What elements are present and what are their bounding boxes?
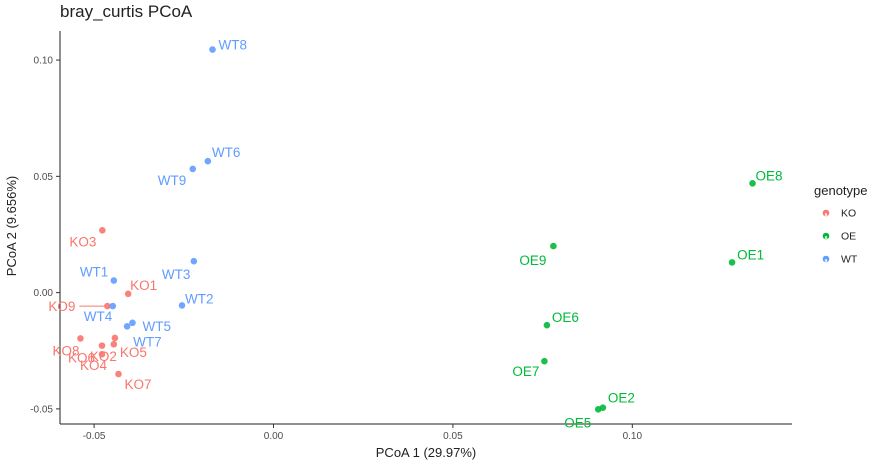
point-ko2 — [110, 340, 118, 348]
point-ko6 — [98, 342, 106, 349]
legend-label-ko: KO — [841, 208, 856, 220]
point-ko5 — [111, 334, 119, 342]
point-ko1 — [124, 290, 132, 298]
point-wt3 — [190, 257, 198, 265]
label-wt5: WT5 — [142, 319, 171, 334]
label-ko3: KO3 — [69, 234, 96, 249]
point-oe9 — [550, 242, 557, 250]
y-tick-label: 0.10 — [34, 56, 54, 67]
point-oe8 — [749, 180, 756, 187]
legend-key-ko — [822, 209, 830, 217]
point-wt1 — [110, 277, 118, 284]
x-tick-label: -0.05 — [83, 431, 106, 442]
label-ko9: KO9 — [48, 299, 75, 314]
label-ko8: KO8 — [52, 343, 79, 358]
legend: genotype a KO a OE a WT — [814, 183, 868, 266]
x-axis-title: PCoA 1 (29.97%) — [376, 445, 476, 460]
label-wt9: WT9 — [158, 173, 187, 188]
label-wt2: WT2 — [185, 291, 214, 306]
label-oe2: OE2 — [608, 391, 635, 406]
label-wt1: WT1 — [80, 265, 109, 280]
y-axis-title: PCoA 2 (9.656%) — [4, 176, 19, 276]
point-oe7 — [541, 357, 548, 365]
label-wt7: WT7 — [133, 334, 162, 349]
label-oe9: OE9 — [519, 253, 546, 268]
label-wt8: WT8 — [219, 38, 248, 53]
label-wt4: WT4 — [84, 309, 113, 324]
label-oe8: OE8 — [756, 168, 783, 183]
y-tick-label: 0.05 — [34, 172, 54, 183]
point-ko9 — [104, 302, 111, 310]
point-oe1 — [728, 259, 736, 266]
x-tick-label: 0.05 — [443, 431, 463, 442]
label-oe7: OE7 — [512, 364, 539, 379]
point-oe6 — [543, 321, 551, 329]
label-oe5: OE5 — [564, 415, 591, 430]
label-ko7: KO7 — [124, 377, 151, 392]
point-ko7 — [115, 370, 122, 378]
point-wt6 — [204, 157, 212, 165]
legend-title: genotype — [814, 183, 868, 198]
legend-key-glyph: a — [825, 212, 828, 218]
point-wt2 — [178, 302, 186, 309]
label-oe6: OE6 — [552, 310, 579, 325]
label-ko2: KO2 — [90, 349, 117, 364]
label-wt3: WT3 — [162, 267, 191, 282]
point-wt7 — [123, 323, 131, 330]
legend-key-glyph: a — [825, 235, 828, 241]
x-tick-label: 0.10 — [623, 431, 643, 442]
point-wt8 — [209, 46, 216, 53]
point-ko3 — [99, 226, 106, 234]
point-wt5 — [129, 319, 136, 327]
legend-label-wt: WT — [841, 254, 858, 266]
point-ko8 — [77, 335, 84, 342]
legend-key-glyph: a — [825, 258, 828, 264]
legend-key-wt — [822, 255, 830, 263]
point-labels: KO1 KO2 KO3 KO4 KO5 KO6 KO7 KO8 KO9 OE1 OE2 OE5 OE6 O… — [48, 38, 782, 431]
label-oe1: OE1 — [737, 247, 764, 262]
legend-key-oe — [822, 232, 830, 240]
label-ko6: KO6 — [68, 351, 95, 366]
label-ko4: KO4 — [80, 358, 108, 373]
data-points — [77, 46, 756, 413]
label-wt6: WT6 — [212, 145, 241, 160]
label-ko5: KO5 — [120, 345, 147, 360]
point-wt9 — [189, 165, 197, 173]
x-tick-label: 0.00 — [264, 431, 284, 442]
point-ko4 — [98, 350, 106, 358]
point-wt4 — [109, 302, 117, 310]
y-tick-label: -0.05 — [30, 404, 53, 415]
point-oe5 — [594, 406, 602, 413]
axes: -0.05 0.00 0.05 0.10 -0.05 0.00 0.05 0.10 — [30, 31, 792, 442]
chart-title: bray_curtis PCoA — [60, 2, 193, 21]
label-ko1: KO1 — [130, 278, 157, 293]
y-tick-label: 0.00 — [34, 288, 54, 299]
legend-label-oe: OE — [841, 231, 856, 243]
